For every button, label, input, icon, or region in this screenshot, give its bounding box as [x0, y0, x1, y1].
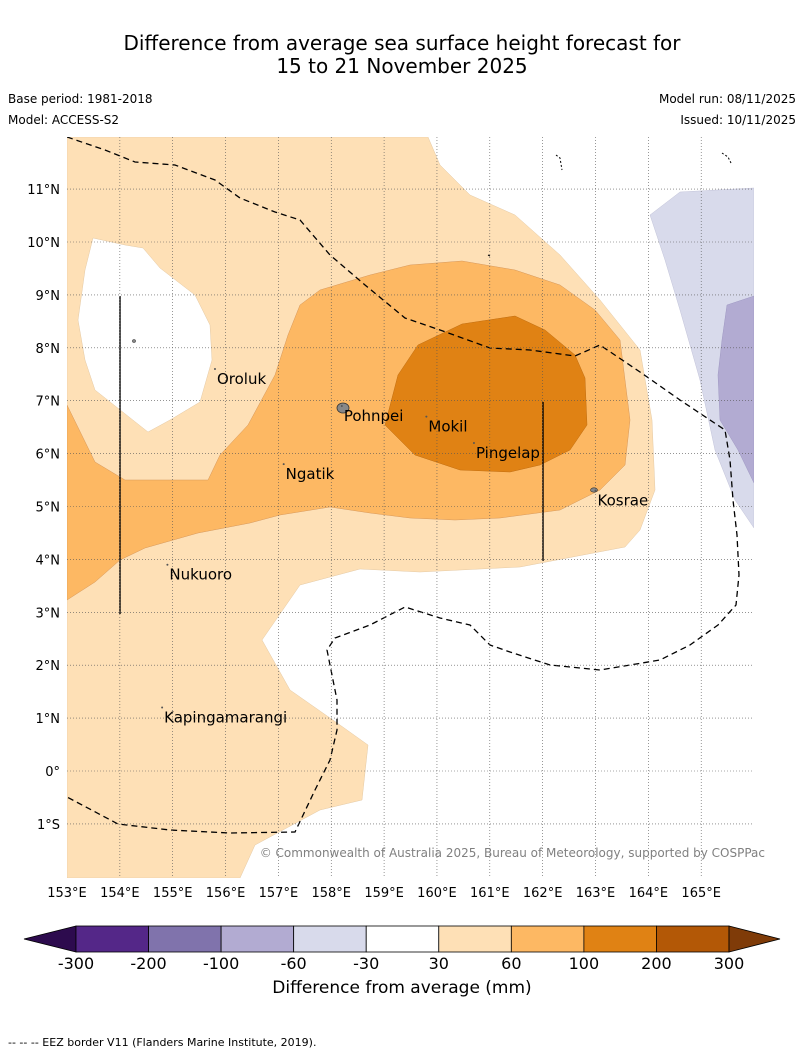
longitude-tick-label: 154°E — [100, 886, 140, 901]
place-marker — [340, 404, 343, 407]
latitude-tick-label: 1°N — [36, 712, 61, 727]
place-label: Nukuoro — [169, 566, 232, 584]
place-label: Oroluk — [217, 370, 266, 388]
place-label: Pingelap — [476, 444, 540, 462]
anomaly-region-100-200 — [384, 315, 588, 473]
legend-extend-low — [23, 925, 77, 953]
place-labels: Oroluk Pohnpei Mokil Pingelap Ngatik Kosrae Nu… — [161, 367, 649, 727]
longitude-tick-label: 161°E — [470, 886, 510, 901]
latitude-tick-label: 3°N — [36, 606, 61, 621]
legend-extend-high — [728, 925, 781, 953]
latitude-tick-label: 0° — [45, 765, 60, 780]
small-atoll-shape — [132, 339, 136, 343]
anomaly-region-below-30-west — [77, 237, 213, 433]
eez-footnote: -- -- -- EEZ border V11 (Flanders Marine… — [8, 1036, 317, 1049]
base-period: Base period: 1981-2018 — [8, 92, 153, 106]
kosrae-island-shape — [590, 487, 598, 493]
place-label: Pohnpei — [344, 407, 404, 425]
longitude-tick-label: 162°E — [523, 886, 563, 901]
eez-fragment-north — [555, 154, 563, 171]
anomaly-region-minus-30-60 — [649, 187, 754, 529]
anomaly-region-minus-60-100 — [717, 295, 754, 484]
latitude-labels: 11°N 10°N 9°N 8°N 7°N 6°N 5°N 4°N 3°N 2°N 1°N 0° 1°S — [27, 183, 60, 833]
longitude-tick-label: 160°E — [417, 886, 457, 901]
model-name: Model: ACCESS-S2 — [8, 113, 120, 127]
legend-tick-labels: -300 -200 -100 -60 -30 30 60 100 200 300 — [58, 954, 744, 973]
longitude-tick-label: 156°E — [206, 886, 246, 901]
longitude-tick-label: 155°E — [153, 886, 193, 901]
legend-color-swatch — [583, 925, 657, 953]
legend-tick-label: 300 — [714, 954, 745, 973]
latitude-tick-label: 1°S — [37, 818, 60, 833]
latitude-tick-label: 6°N — [36, 448, 61, 463]
latitude-tick-label: 10°N — [27, 236, 60, 251]
latitude-tick-label: 8°N — [36, 342, 61, 357]
pohnpei-island-shape — [336, 402, 350, 414]
latitude-tick-label: 5°N — [36, 501, 61, 516]
place-marker — [161, 706, 164, 709]
place-marker — [213, 367, 216, 370]
legend-color-swatch — [510, 925, 585, 953]
model-run: Model run: 08/11/2025 — [658, 92, 796, 106]
sea-level-map: 153°E 154°E 155°E 156°E 157°E 158°E 159°E 160°E… — [23, 137, 781, 973]
legend-tick-label: 30 — [429, 954, 449, 973]
longitude-tick-label: 164°E — [629, 886, 669, 901]
place-marker — [282, 463, 285, 466]
legend-color-swatch — [438, 925, 512, 953]
latitude-tick-label: 7°N — [36, 395, 61, 410]
title-line-2: 15 to 21 November 2025 — [276, 54, 528, 78]
legend-color-swatch — [293, 925, 367, 953]
place-marker — [472, 442, 475, 445]
eez-border-north — [67, 137, 740, 834]
legend-colorbar — [23, 925, 781, 953]
legend-tick-label: -30 — [353, 954, 379, 973]
legend-tick-label: -200 — [130, 954, 166, 973]
legend-tick-label: 200 — [641, 954, 672, 973]
longitude-tick-label: 163°E — [576, 886, 616, 901]
place-label: Kapingamarangi — [164, 709, 287, 727]
place-marker — [594, 489, 597, 492]
legend-tick-label: -100 — [203, 954, 239, 973]
legend-color-swatch — [75, 925, 149, 953]
legend-color-swatch — [220, 925, 295, 953]
anomaly-field — [67, 137, 754, 878]
longitude-tick-label: 157°E — [259, 886, 299, 901]
place-label: Mokil — [428, 418, 467, 436]
place-label: Ngatik — [286, 465, 335, 483]
issued-date: Issued: 10/11/2025 — [680, 113, 796, 127]
legend-color-swatch — [365, 925, 440, 953]
longitude-tick-label: 158°E — [311, 886, 351, 901]
title-line-1: Difference from average sea surface heig… — [123, 31, 681, 55]
legend-label: Difference from average (mm) — [272, 978, 532, 998]
legend-tick-label: -300 — [58, 954, 94, 973]
legend-color-swatch — [656, 925, 730, 953]
graticule — [67, 137, 754, 878]
legend-color-swatch — [148, 925, 222, 953]
legend-tick-label: 100 — [569, 954, 600, 973]
place-marker — [166, 563, 169, 566]
place-marker — [425, 415, 428, 418]
longitude-tick-label: 153°E — [47, 886, 87, 901]
legend-tick-label: -60 — [281, 954, 307, 973]
copyright-notice: © Commonwealth of Australia 2025, Bureau… — [260, 846, 765, 860]
longitude-tick-label: 165°E — [681, 886, 721, 901]
longitude-tick-label: 159°E — [364, 886, 404, 901]
latitude-tick-label: 11°N — [27, 183, 60, 198]
place-label: Kosrae — [598, 492, 649, 510]
longitude-labels: 153°E 154°E 155°E 156°E 157°E 158°E 159°E 160°E… — [47, 886, 721, 901]
eez-fragment — [487, 254, 491, 257]
latitude-tick-label: 4°N — [36, 553, 61, 568]
legend-tick-label: 60 — [501, 954, 521, 973]
chart-title: Difference from average sea surface heig… — [0, 32, 804, 78]
latitude-tick-label: 9°N — [36, 289, 61, 304]
latitude-tick-label: 2°N — [36, 659, 61, 674]
